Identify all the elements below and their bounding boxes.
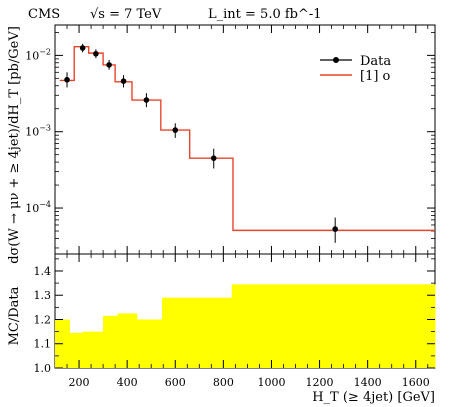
lumi-label: L_int = 5.0 fb^-1 [208, 7, 322, 22]
x-tick-label: 600 [165, 376, 186, 389]
main-plot-area [59, 43, 435, 243]
ratio-band-bin [187, 297, 233, 368]
data-point [120, 78, 127, 84]
ratio-band-bin [162, 297, 188, 368]
main-y-tick-label: 10−2 [25, 47, 51, 62]
ratio-y-tick-label: 1.1 [34, 338, 52, 351]
x-tick-label: 1200 [306, 376, 334, 389]
data-point [332, 226, 338, 232]
main-y-tick-label: 10−3 [25, 124, 51, 139]
main-y-tick-labels: 10−2 10−3 10−4 [25, 47, 51, 215]
data-point [64, 76, 70, 83]
legend: Data [1] o [320, 54, 391, 84]
main-y-axis-label: dσ(W → μν + ≥ 4jet)/dH_T [pb/GeV] [7, 26, 22, 264]
legend-data-marker [333, 57, 339, 63]
ratio-y-tick-label: 1.0 [34, 362, 52, 375]
data-point [172, 127, 179, 133]
data-point [143, 97, 150, 103]
ratio-y-tick-label: 1.4 [34, 265, 52, 278]
ratio-band-bin [69, 332, 84, 368]
ratio-y-tick-label: 1.3 [34, 289, 52, 302]
legend-data-label: Data [360, 54, 391, 69]
ratio-plot-area [55, 284, 436, 368]
x-axis-label: H_T (≥ 4jet) [GeV] [312, 390, 435, 405]
ratio-band-bin [103, 315, 119, 368]
data-point [79, 45, 86, 51]
ratio-y-axis-label: MC/Data [7, 286, 22, 345]
ratio-band-bin [136, 319, 163, 368]
x-tick-label: 200 [69, 376, 90, 389]
x-tick-label: 400 [117, 376, 138, 389]
x-tick-label: 1600 [402, 376, 430, 389]
x-tick-label: 1000 [257, 376, 285, 389]
x-tick-label: 800 [213, 376, 234, 389]
x-tick-label: 1400 [354, 376, 382, 389]
energy-label: √s = 7 TeV [90, 7, 162, 22]
legend-mc-label: [1] o [360, 69, 391, 84]
data-point [106, 62, 112, 68]
experiment-label: CMS [28, 7, 60, 22]
main-y-tick-label: 10−4 [25, 200, 51, 215]
data-point [210, 155, 217, 161]
ratio-y-tick-label: 1.2 [34, 313, 52, 326]
ratio-band-bin [231, 284, 436, 368]
ratio-ticks: 200 400 600 800 1000 1200 1400 1600 1.0 1.1 1.2 1.3… [34, 254, 435, 389]
data-point [93, 50, 99, 57]
ratio-band-bin [117, 313, 138, 368]
ratio-band-bin [82, 331, 104, 368]
